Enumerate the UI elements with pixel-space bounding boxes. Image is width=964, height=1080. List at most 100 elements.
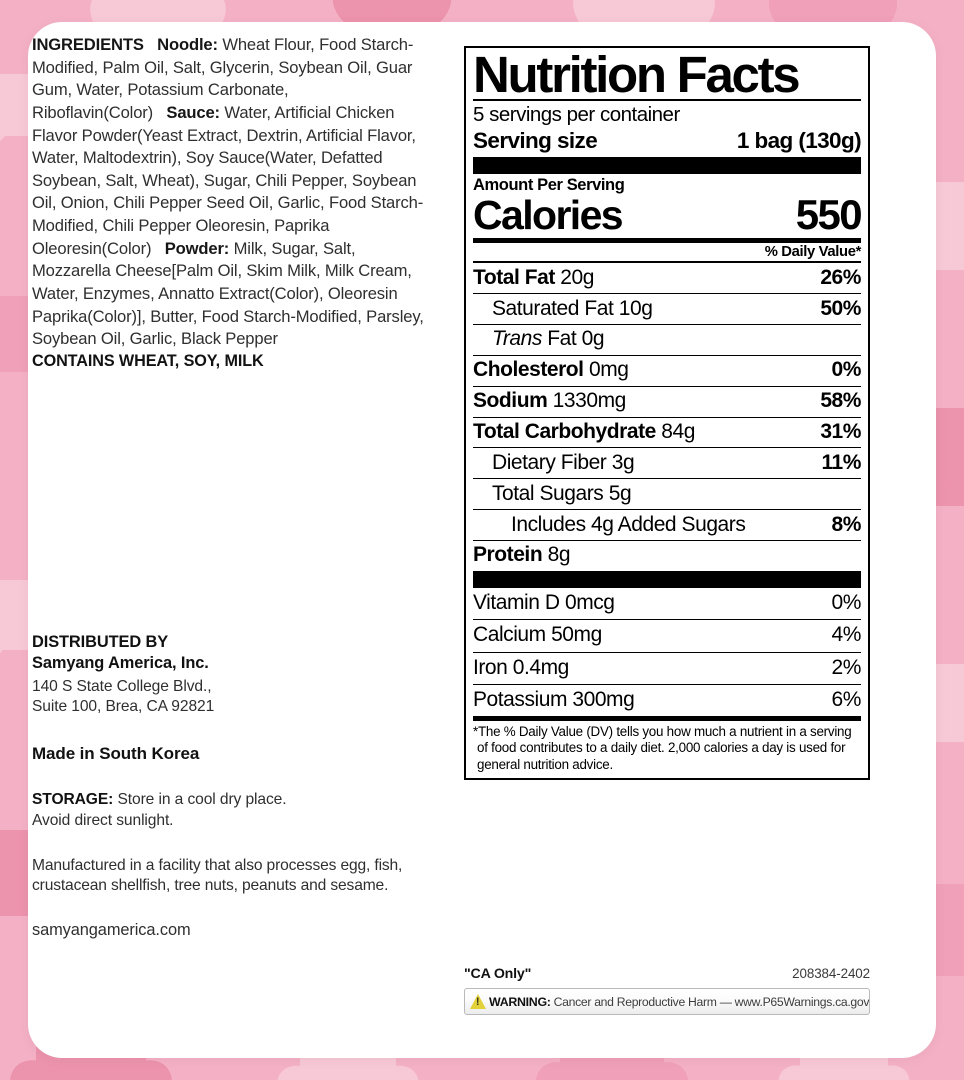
vitamin-daily-value: 4% (831, 623, 862, 647)
nutrient-row: Trans Fat 0g (473, 323, 861, 355)
distributed-by-heading: DISTRIBUTED BY (32, 633, 169, 651)
ingredients-text: INGREDIENTS Noodle: Wheat Flour, Food St… (32, 34, 428, 351)
nutrient-daily-value: 11% (821, 450, 861, 474)
nutrient-daily-value: 31% (820, 420, 861, 444)
made-in-statement: Made in South Korea (32, 744, 200, 764)
website-url[interactable]: samyangamerica.com (32, 921, 191, 940)
serving-size-value: 1 bag (130g) (736, 127, 862, 153)
vitamin-daily-value: 2% (831, 655, 862, 679)
vitamin-row: Vitamin D 0mcg 0% (473, 588, 861, 619)
nutrient-name: Includes 4g Added Sugars (511, 512, 746, 536)
divider (473, 99, 861, 102)
powder-ingredients: Milk, Sugar, Salt, Mozzarella Cheese[Pal… (32, 238, 424, 349)
ca-only-text: "CA Only" (464, 966, 532, 982)
nutrient-name: Trans (492, 327, 542, 351)
nutrient-row: Sodium 1330mg 58% (473, 385, 861, 417)
ingredients-heading: INGREDIENTS (32, 35, 144, 54)
nutrient-name-amount: Protein 8g (473, 543, 570, 567)
nutrition-facts-panel: Nutrition Facts 5 servings per container… (464, 46, 870, 780)
nutrient-name-amount: Total Fat 20g (473, 266, 594, 290)
nutrient-name-amount: Total Carbohydrate 84g (473, 420, 695, 444)
servings-per-container: 5 servings per container (473, 103, 680, 127)
nutrient-amount: 1330mg (547, 389, 627, 413)
storage-label: STORAGE: (32, 791, 114, 809)
nutrient-amount: Fat 0g (541, 327, 605, 351)
vitamin-row: Calcium 50mg 4% (473, 619, 861, 651)
daily-value-footnote: *The % Daily Value (DV) tells you how mu… (473, 724, 852, 772)
thick-divider (473, 570, 861, 588)
vitamin-name-amount: Potassium 300mg (473, 687, 635, 711)
nutrient-daily-value: 58% (820, 389, 861, 413)
nutrient-amount: 84g (655, 420, 695, 444)
ingredients-section: INGREDIENTS Noodle: Wheat Flour, Food St… (32, 34, 428, 371)
storage-instructions: STORAGE: Store in a cool dry place. Avoi… (32, 790, 432, 831)
daily-value-header: % Daily Value* (764, 244, 862, 261)
thick-divider (473, 156, 861, 174)
distributor-company: Samyang America, Inc. (32, 654, 209, 673)
nutrient-row: Total Carbohydrate 84g 31% (473, 416, 861, 448)
nutrient-row: Dietary Fiber 3g 11% (473, 447, 861, 478)
noodle-label: Noodle: (157, 35, 218, 54)
nutrient-daily-value: 0% (831, 358, 862, 382)
nutrient-name-amount: Includes 4g Added Sugars (511, 512, 746, 537)
distributor-address-line1: 140 S State College Blvd., (32, 677, 212, 695)
nutrient-name-amount: Cholesterol 0mg (473, 358, 629, 382)
nutrient-rows-container: Total Fat 20g 26% Saturated Fat 10g 50% Tran… (473, 261, 861, 571)
nutrient-row: Protein 8g (473, 539, 861, 571)
nutrient-name: Saturated Fat (492, 296, 614, 320)
nutrient-name: Dietary Fiber (492, 450, 607, 474)
storage-text-line2: Avoid direct sunlight. (32, 811, 174, 829)
warning-triangle-icon (470, 994, 486, 1009)
nutrient-row: Cholesterol 0mg 0% (473, 354, 862, 386)
nutrition-facts-title: Nutrition Facts (473, 46, 801, 103)
nutrient-daily-value: 8% (831, 512, 862, 536)
nutrient-name: Protein (473, 543, 543, 567)
nutrient-name: Cholesterol (473, 358, 584, 382)
vitamin-name-amount: Iron 0.4mg (473, 655, 569, 679)
nutrient-name-amount: Trans Fat 0g (492, 327, 605, 351)
distributor-section: DISTRIBUTED BY Samyang America, Inc. 140… (32, 632, 432, 940)
label-footer: "CA Only" 208384-2402 WARNING: Cancer an… (464, 966, 870, 1015)
nutrient-name: Total Sugars (492, 481, 604, 505)
nutrient-amount: 0mg (583, 358, 629, 382)
nutrient-name-amount: Total Sugars 5g (492, 481, 632, 506)
sauce-ingredients: Water, Artificial Chicken Flavor Powder(… (32, 102, 424, 258)
facility-allergen-statement: Manufactured in a facility that also pro… (32, 856, 403, 895)
vitamin-name-amount: Calcium 50mg (473, 623, 602, 647)
calories-row: Calories 550 (473, 191, 863, 239)
nutrient-amount: 20g (554, 265, 594, 289)
nutrient-row: Total Fat 20g 26% (473, 261, 861, 293)
warning-text: Cancer and Reproductive Harm — www.P65Wa… (553, 994, 870, 1009)
allergen-contains-statement: CONTAINS WHEAT, SOY, MILK (32, 351, 264, 370)
vitamin-daily-value: 0% (831, 590, 862, 614)
nutrient-name-amount: Dietary Fiber 3g (492, 450, 635, 475)
nutrient-name-amount: Saturated Fat 10g (492, 296, 653, 321)
noodle-ingredients: Wheat Flour, Food Starch-Modified, Palm … (32, 35, 414, 122)
nutrient-name: Total Carbohydrate (473, 420, 656, 444)
distributor-address-line2: Suite 100, Brea, CA 92821 (32, 698, 215, 716)
sauce-label: Sauce: (166, 102, 220, 122)
nutrient-amount: 5g (603, 481, 632, 505)
vitamin-name-amount: Vitamin D 0mcg (473, 590, 615, 614)
nutrient-row: Saturated Fat 10g 50% (473, 293, 861, 324)
amount-per-serving-label: Amount Per Serving (473, 175, 625, 194)
nutrient-daily-value: 50% (820, 296, 861, 320)
nutrient-row: Includes 4g Added Sugars 8% (473, 509, 861, 540)
nutrient-name: Sodium (473, 389, 548, 413)
prop65-warning-banner: WARNING: Cancer and Reproductive Harm — … (464, 988, 870, 1015)
powder-label: Powder: (164, 238, 230, 258)
vitamin-rows-container: Vitamin D 0mcg 0% Calcium 50mg 4% Iron 0.4mg… (473, 588, 861, 716)
medium-divider (473, 716, 861, 722)
nutrient-amount: 10g (613, 296, 653, 320)
warning-word: WARNING: (489, 994, 551, 1009)
calories-value: 550 (795, 191, 863, 239)
nutrient-name-amount: Sodium 1330mg (473, 389, 626, 413)
serving-size-label: Serving size (473, 127, 598, 153)
nutrient-name: Total Fat (473, 265, 555, 289)
calories-label: Calories (473, 192, 624, 239)
nutrient-daily-value: 26% (820, 265, 861, 289)
serving-size-row: Serving size 1 bag (130g) (473, 127, 862, 157)
vitamin-row: Potassium 300mg 6% (473, 683, 862, 716)
vitamin-daily-value: 6% (831, 687, 862, 711)
lot-code: 208384-2402 (792, 966, 870, 981)
